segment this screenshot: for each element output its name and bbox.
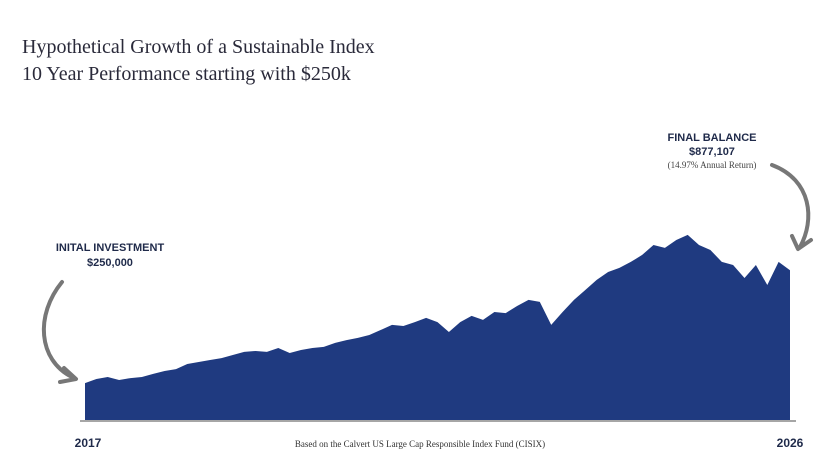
annotation-value: $250,000 <box>87 257 133 269</box>
annotation-value: $877,107 <box>689 146 735 158</box>
x-label: 2017 <box>75 436 102 450</box>
x-label: 2026 <box>777 436 804 450</box>
arrow <box>770 163 811 249</box>
chart-title: Hypothetical Growth of a Sustainable Ind… <box>22 36 375 58</box>
annotation-label: FINAL BALANCE <box>667 132 756 144</box>
arrow <box>41 280 74 379</box>
chart-subtitle: 10 Year Performance starting with $250k <box>22 63 351 85</box>
area <box>85 234 790 420</box>
arrow-head <box>58 366 78 384</box>
arrow-head <box>790 234 813 251</box>
annotation-label: INITAL INVESTMENT <box>56 242 165 254</box>
annotation-note: (14.97% Annual Return) <box>668 160 757 170</box>
footnote: Based on the Calvert US Large Cap Respon… <box>295 439 545 449</box>
